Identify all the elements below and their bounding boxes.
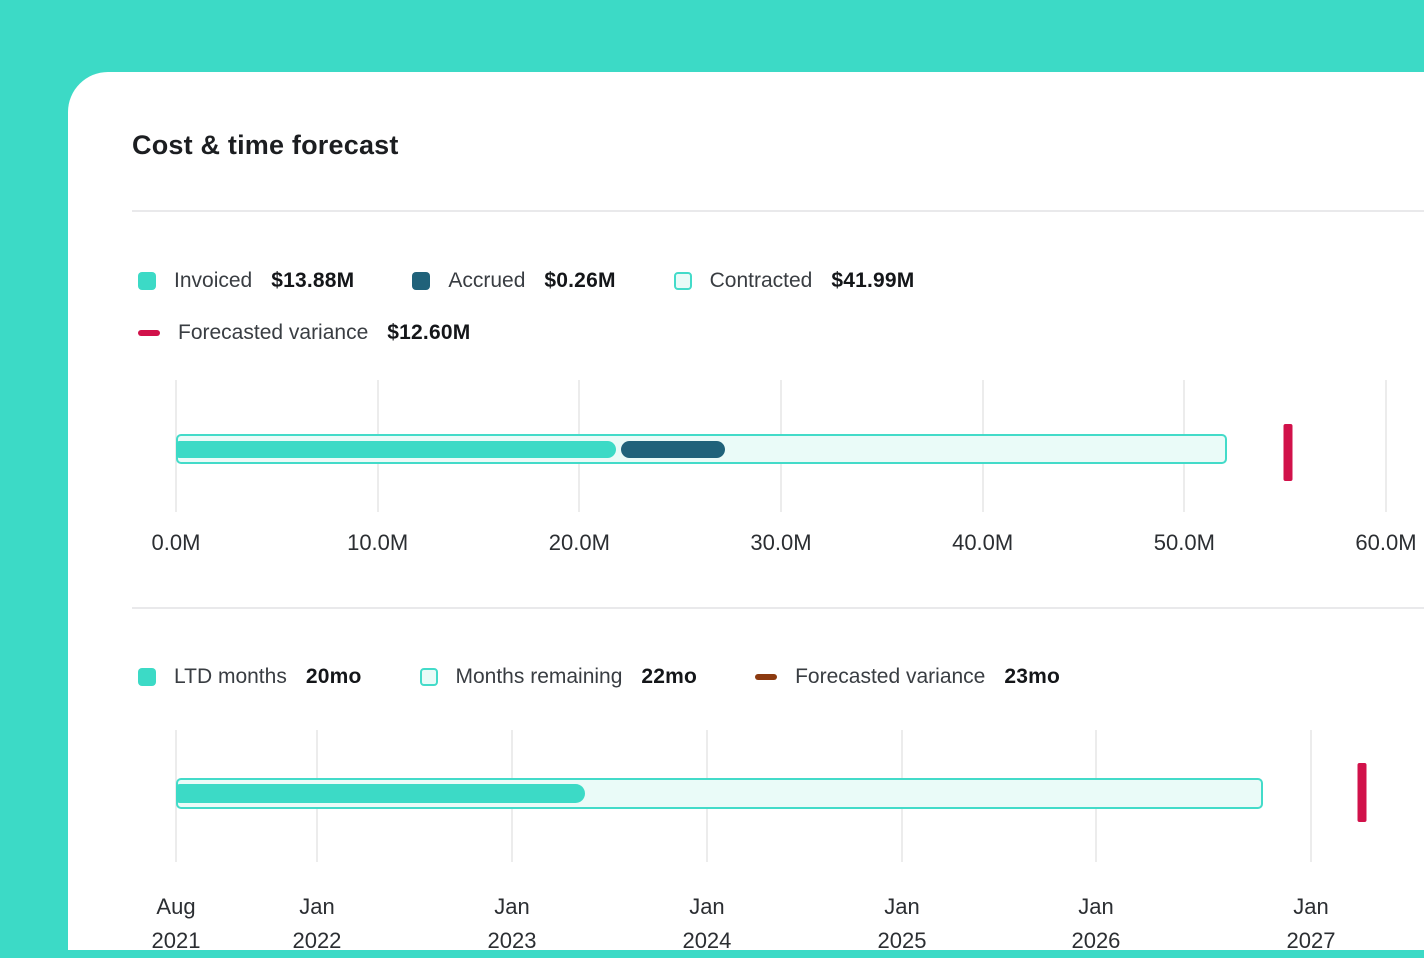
- tick-month: Jan: [494, 894, 530, 919]
- cost-chart-legend-row-1: Invoiced $13.88M Accrued $0.26M Contract…: [138, 269, 915, 293]
- tick-month: Jan: [1078, 894, 1114, 919]
- gridline: [1309, 730, 1312, 862]
- time-variance-label: Forecasted variance: [795, 665, 986, 688]
- ltd-months-value: 20mo: [305, 665, 362, 688]
- months-remaining-value: 22mo: [641, 665, 698, 688]
- axis-tick: Jan 2025: [878, 890, 927, 958]
- axis-tick: Jan 2026: [1071, 890, 1120, 958]
- gridline: [1385, 380, 1387, 512]
- contracted-label: Contracted: [709, 269, 813, 292]
- ltd-months-bar: [176, 784, 585, 803]
- time-chart-legend-row: LTD months 20mo Months remaining 22mo Fo…: [138, 665, 1060, 689]
- legend-item-months-remaining: Months remaining 22mo: [419, 665, 698, 689]
- tick-month: Jan: [689, 894, 725, 919]
- tick-month: Jan: [299, 894, 335, 919]
- tick-year: 2025: [877, 928, 927, 953]
- tick-month: Jan: [884, 894, 920, 919]
- axis-tick: 50.0M: [1153, 530, 1215, 555]
- axis-tick: Jan 2024: [682, 890, 731, 958]
- contracted-value: $41.99M: [831, 269, 915, 292]
- section-divider: [132, 607, 1424, 609]
- invoiced-bar: [176, 441, 616, 458]
- axis-tick: Jan 2022: [292, 890, 341, 958]
- accrued-value: $0.26M: [544, 269, 616, 292]
- tick-month: Jan: [1293, 894, 1329, 919]
- cost-chart-plot: [175, 380, 1387, 512]
- invoiced-swatch-icon: [138, 272, 156, 290]
- accrued-bar: [621, 441, 726, 458]
- tick-year: 2021: [151, 928, 201, 953]
- time-variance-marker: [1357, 763, 1367, 822]
- months-remaining-label: Months remaining: [455, 665, 623, 688]
- cost-chart-axis: 0.0M 10.0M 20.0M 30.0M 40.0M 50.0M 60.0M: [152, 530, 1417, 560]
- tick-year: 2024: [682, 928, 732, 953]
- months-remaining-swatch-icon: [419, 668, 438, 686]
- accrued-swatch-icon: [412, 272, 431, 290]
- tick-year: 2027: [1286, 928, 1336, 953]
- legend-item-invoiced: Invoiced $13.88M: [138, 269, 354, 293]
- cost-variance-dash-icon: [138, 330, 160, 336]
- header-divider: [132, 210, 1424, 212]
- invoiced-value: $13.88M: [271, 269, 355, 292]
- legend-item-contracted: Contracted $41.99M: [673, 269, 915, 293]
- axis-tick: 30.0M: [750, 530, 812, 555]
- ltd-months-label: LTD months: [174, 665, 287, 688]
- cost-variance-marker: [1283, 424, 1293, 481]
- axis-tick: 60.0M: [1355, 530, 1417, 555]
- accrued-label: Accrued: [448, 269, 526, 292]
- axis-tick: Aug 2021: [152, 890, 201, 958]
- legend-item-ltd-months: LTD months 20mo: [138, 665, 362, 689]
- card-title: Cost & time forecast: [132, 130, 399, 160]
- legend-item-cost-variance: Forecasted variance $12.60M: [138, 321, 470, 345]
- time-variance-value: 23mo: [1004, 665, 1061, 688]
- axis-tick: Jan 2023: [488, 890, 537, 958]
- axis-tick: Jan 2027: [1286, 890, 1335, 958]
- axis-tick: 20.0M: [548, 530, 610, 555]
- axis-tick: 10.0M: [347, 530, 409, 555]
- tick-year: 2022: [292, 928, 342, 953]
- legend-item-time-variance: Forecasted variance 23mo: [755, 665, 1060, 689]
- cost-variance-label: Forecasted variance: [178, 321, 369, 344]
- tick-year: 2023: [487, 928, 537, 953]
- time-chart-plot: [175, 730, 1386, 862]
- time-chart-axis: Aug 2021 Jan 2022 Jan 2023 Jan 2024 Jan …: [152, 890, 1386, 953]
- invoiced-label: Invoiced: [174, 269, 253, 292]
- contracted-swatch-icon: [673, 272, 692, 290]
- time-variance-dash-icon: [755, 674, 778, 680]
- tick-year: 2026: [1071, 928, 1121, 953]
- ltd-months-swatch-icon: [138, 668, 156, 686]
- tick-month: Aug: [156, 894, 196, 919]
- legend-item-accrued: Accrued $0.26M: [412, 269, 615, 293]
- axis-tick: 40.0M: [952, 530, 1014, 555]
- forecast-card: Cost & time forecast Invoiced $13.88M Ac…: [68, 72, 1424, 953]
- cost-variance-value: $12.60M: [387, 321, 471, 344]
- axis-tick: 0.0M: [151, 530, 201, 555]
- cost-chart-legend-row-2: Forecasted variance $12.60M: [138, 321, 470, 345]
